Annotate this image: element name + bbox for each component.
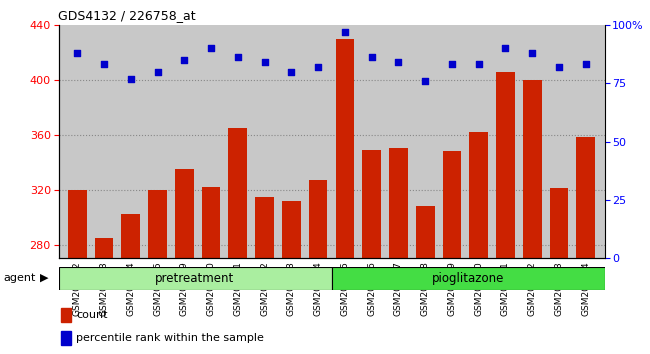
- Point: [554, 64, 564, 70]
- Bar: [61, 331, 71, 344]
- Bar: [389, 148, 408, 258]
- Bar: [122, 215, 140, 258]
- Text: pioglitazone: pioglitazone: [432, 272, 504, 285]
- Text: count: count: [76, 310, 107, 320]
- Bar: [255, 196, 274, 258]
- Point: [99, 62, 109, 67]
- Point: [313, 64, 323, 70]
- Point: [420, 78, 430, 84]
- Bar: [469, 132, 488, 258]
- Bar: [228, 128, 247, 258]
- Bar: [332, 267, 604, 290]
- Bar: [577, 137, 595, 258]
- Bar: [523, 80, 541, 258]
- Bar: [309, 180, 328, 258]
- Point: [393, 59, 404, 65]
- Bar: [61, 308, 71, 322]
- Text: GDS4132 / 226758_at: GDS4132 / 226758_at: [58, 9, 196, 22]
- Point: [259, 59, 270, 65]
- Point: [340, 29, 350, 35]
- Point: [500, 45, 511, 51]
- Bar: [282, 201, 301, 258]
- Bar: [496, 72, 515, 258]
- Point: [527, 50, 538, 56]
- Bar: [550, 188, 568, 258]
- Bar: [95, 238, 113, 258]
- Text: pretreatment: pretreatment: [155, 272, 235, 285]
- Point: [206, 45, 216, 51]
- Point: [152, 69, 162, 74]
- Bar: [68, 190, 86, 258]
- Bar: [443, 151, 462, 258]
- Point: [367, 55, 377, 60]
- Point: [473, 62, 484, 67]
- Bar: [148, 190, 167, 258]
- Point: [179, 57, 190, 63]
- Bar: [58, 267, 332, 290]
- Point: [580, 62, 591, 67]
- Bar: [175, 169, 194, 258]
- Text: agent: agent: [3, 273, 36, 283]
- Bar: [202, 187, 220, 258]
- Point: [72, 50, 83, 56]
- Bar: [335, 39, 354, 258]
- Point: [286, 69, 296, 74]
- Point: [233, 55, 243, 60]
- Point: [447, 62, 457, 67]
- Text: percentile rank within the sample: percentile rank within the sample: [76, 332, 264, 343]
- Point: [125, 76, 136, 81]
- Bar: [416, 206, 435, 258]
- Bar: [362, 150, 381, 258]
- Text: ▶: ▶: [40, 273, 49, 283]
